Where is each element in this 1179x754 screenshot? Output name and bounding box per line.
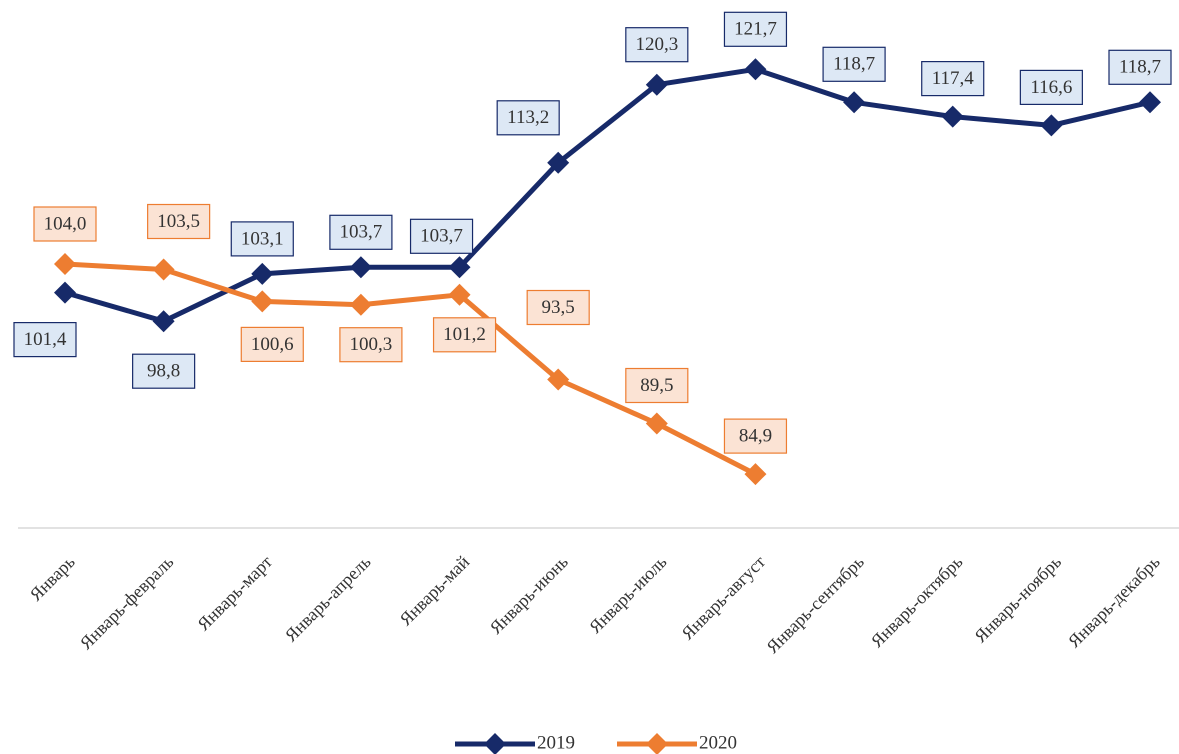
data-label: 100,3 [350, 334, 393, 355]
x-tick-label: Январь-май [396, 551, 474, 629]
x-tick-label: Январь-июль [585, 552, 671, 638]
data-label-box [1108, 49, 1172, 85]
data-label: 103,7 [420, 226, 463, 247]
x-tick-label: Январь-ноябрь [970, 552, 1065, 647]
data-label-box [496, 100, 560, 136]
data-label-box [625, 367, 689, 404]
marker [251, 290, 274, 313]
data-label-box [432, 317, 497, 353]
series-line [64, 261, 757, 477]
marker [1139, 91, 1161, 114]
data-label-box [230, 221, 294, 257]
data-label-box [526, 289, 590, 326]
data-label-box [339, 327, 403, 363]
marker [941, 105, 964, 128]
data-label: 103,7 [340, 222, 383, 243]
data-label-box [147, 203, 211, 240]
data-label-box [409, 218, 474, 254]
x-tick-label: Январь-октябрь [867, 552, 967, 652]
marker [54, 253, 76, 275]
data-label: 117,4 [932, 68, 975, 89]
x-tick-label: Январь-сентябрь [762, 552, 868, 658]
data-label-box [723, 11, 788, 47]
marker [349, 293, 372, 316]
data-label: 93,5 [542, 297, 575, 318]
legend-label: 2019 [537, 732, 575, 753]
data-label: 84,9 [739, 425, 772, 446]
marker [54, 281, 76, 304]
marker [448, 283, 471, 306]
x-tick-label: Январь-август [677, 552, 769, 644]
x-tick-label: Январь-март [193, 552, 276, 635]
data-label: 101,2 [443, 324, 486, 345]
marker [1040, 114, 1063, 137]
data-label: 116,6 [1030, 77, 1072, 98]
marker [744, 58, 767, 81]
legend-marker [484, 733, 506, 754]
data-label-box [723, 418, 788, 454]
marker [448, 256, 471, 279]
marker [349, 256, 372, 279]
data-label-box [240, 326, 304, 362]
data-label: 100,6 [251, 334, 294, 355]
marker [547, 151, 570, 174]
data-label: 89,5 [640, 375, 673, 396]
data-label: 121,7 [734, 19, 777, 40]
data-label-box [132, 353, 196, 389]
series-line [64, 66, 1151, 324]
marker [645, 73, 668, 96]
data-label: 98,8 [147, 361, 180, 382]
x-tick-label: Январь-апрель [281, 552, 375, 646]
data-label-box [329, 214, 393, 250]
legend-marker [646, 733, 668, 754]
x-tick-label: Январь [26, 552, 79, 605]
data-label: 103,5 [157, 211, 200, 232]
marker [251, 262, 274, 285]
marker [645, 412, 668, 435]
x-tick-label: Январь-декабрь [1064, 552, 1164, 652]
data-label: 118,7 [833, 54, 875, 75]
marker [547, 368, 570, 391]
data-label-box [822, 46, 886, 82]
x-tick-label: Январь-июнь [486, 552, 572, 638]
marker [152, 310, 175, 333]
data-label: 104,0 [44, 213, 87, 234]
data-label: 120,3 [635, 34, 678, 55]
data-label-box [625, 27, 689, 63]
marker [744, 463, 767, 486]
data-label: 113,2 [507, 107, 549, 128]
marker [843, 91, 866, 114]
marker [152, 258, 175, 281]
data-label-box [13, 322, 77, 358]
data-label: 103,1 [241, 228, 284, 249]
data-label-box [33, 206, 97, 242]
data-label-box [921, 60, 985, 97]
legend-label: 2020 [699, 732, 737, 753]
data-label: 118,7 [1119, 57, 1161, 78]
x-tick-label: Январь-февраль [76, 552, 178, 654]
data-label: 101,4 [24, 329, 67, 350]
data-label-box [1019, 69, 1083, 106]
